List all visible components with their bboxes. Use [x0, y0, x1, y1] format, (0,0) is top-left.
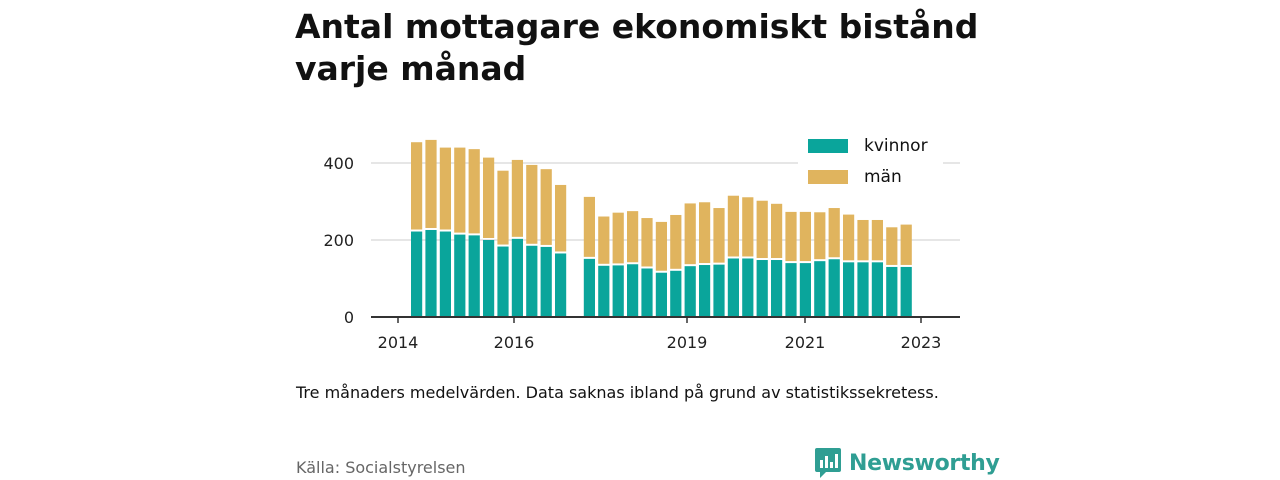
- legend-label-man: män: [864, 167, 902, 187]
- bar-man: [785, 211, 797, 262]
- bar-man: [511, 159, 523, 237]
- bar-kvinnor: [411, 231, 423, 317]
- bar-man: [483, 157, 495, 238]
- bar-man: [497, 170, 509, 245]
- bar-kvinnor: [785, 263, 797, 317]
- bar-man: [655, 221, 667, 271]
- bar-man: [526, 164, 538, 244]
- bar-kvinnor: [583, 258, 595, 317]
- bar-kvinnor: [598, 265, 610, 317]
- axes: 0 200 400 2014 2016 2019 2021 2023: [323, 154, 960, 352]
- bar-man: [684, 203, 696, 265]
- bar-kvinnor: [857, 262, 869, 317]
- bar-kvinnor: [814, 261, 826, 317]
- bar-kvinnor: [828, 259, 840, 317]
- bar-man: [612, 212, 624, 264]
- bar-kvinnor: [742, 258, 754, 317]
- bar-man: [641, 218, 653, 267]
- bar-man: [771, 203, 783, 259]
- bar-kvinnor: [713, 264, 725, 317]
- bar-man: [843, 214, 855, 261]
- bar-man: [425, 139, 437, 228]
- bar-man: [598, 216, 610, 264]
- y-tick-label: 0: [344, 308, 354, 327]
- bar-kvinnor: [900, 266, 912, 317]
- chart-note: Tre månaders medelvärden. Data saknas ib…: [296, 383, 939, 402]
- bar-kvinnor: [670, 270, 682, 317]
- x-tick-label: 2019: [667, 333, 708, 352]
- y-tick-label: 400: [323, 154, 354, 173]
- bar-man: [454, 147, 466, 233]
- bar-man: [555, 184, 567, 252]
- legend-label-kvinnor: kvinnor: [864, 136, 928, 156]
- bar-man: [871, 219, 883, 261]
- bar-man: [713, 208, 725, 263]
- bar-kvinnor: [627, 264, 639, 317]
- bar-man: [857, 219, 869, 261]
- bar-kvinnor: [497, 246, 509, 317]
- bar-man: [756, 200, 768, 259]
- legend: kvinnor män: [798, 132, 943, 194]
- bar-kvinnor: [699, 265, 711, 317]
- legend-swatch-kvinnor: [808, 139, 848, 153]
- bar-kvinnor: [612, 265, 624, 317]
- bar-kvinnor: [727, 258, 739, 317]
- chart-title: Antal mottagare ekonomiskt bistånd varje…: [295, 7, 979, 88]
- bar-kvinnor: [540, 246, 552, 317]
- bar-kvinnor: [439, 231, 451, 317]
- bar-man: [627, 211, 639, 263]
- bar-kvinnor: [684, 266, 696, 317]
- bar-kvinnor: [655, 272, 667, 317]
- bar-man: [583, 196, 595, 257]
- bar-man: [540, 169, 552, 245]
- bar-kvinnor: [843, 262, 855, 317]
- x-tick-label: 2014: [378, 333, 419, 352]
- bar-man: [468, 149, 480, 234]
- bar-kvinnor: [511, 238, 523, 317]
- bar-kvinnor: [641, 268, 653, 317]
- bar-kvinnor: [425, 229, 437, 317]
- bar-man: [439, 147, 451, 230]
- stacked-bar-chart: 0 200 400 2014 2016 2019 2021 2023 kvinnor män: [323, 132, 960, 352]
- bar-kvinnor: [871, 262, 883, 317]
- bar-kvinnor: [468, 235, 480, 317]
- x-tick-label: 2023: [901, 333, 942, 352]
- brand-name: Newsworthy: [849, 450, 1000, 476]
- bar-man: [411, 142, 423, 230]
- bar-kvinnor: [756, 260, 768, 317]
- bar-kvinnor: [771, 260, 783, 317]
- bar-kvinnor: [555, 253, 567, 317]
- bar-man: [742, 197, 754, 257]
- bar-man: [799, 211, 811, 262]
- bar-man: [886, 227, 898, 265]
- bar-kvinnor: [483, 240, 495, 317]
- bar-kvinnor: [526, 245, 538, 317]
- legend-swatch-man: [808, 170, 848, 184]
- bar-kvinnor: [454, 234, 466, 317]
- bar-man: [900, 224, 912, 265]
- x-tick-label: 2016: [494, 333, 535, 352]
- bars: [411, 139, 912, 317]
- newsworthy-logo: Newsworthy: [814, 446, 1000, 480]
- bar-man: [670, 214, 682, 269]
- bar-kvinnor: [886, 266, 898, 317]
- source-credit: Källa: Socialstyrelsen: [296, 458, 466, 477]
- bar-kvinnor: [799, 263, 811, 317]
- x-tick-label: 2021: [785, 333, 826, 352]
- bar-man: [828, 208, 840, 258]
- y-tick-label: 200: [323, 231, 354, 250]
- newsworthy-logo-icon: [815, 448, 841, 478]
- bar-man: [814, 212, 826, 260]
- bar-man: [727, 195, 739, 257]
- bar-man: [699, 202, 711, 264]
